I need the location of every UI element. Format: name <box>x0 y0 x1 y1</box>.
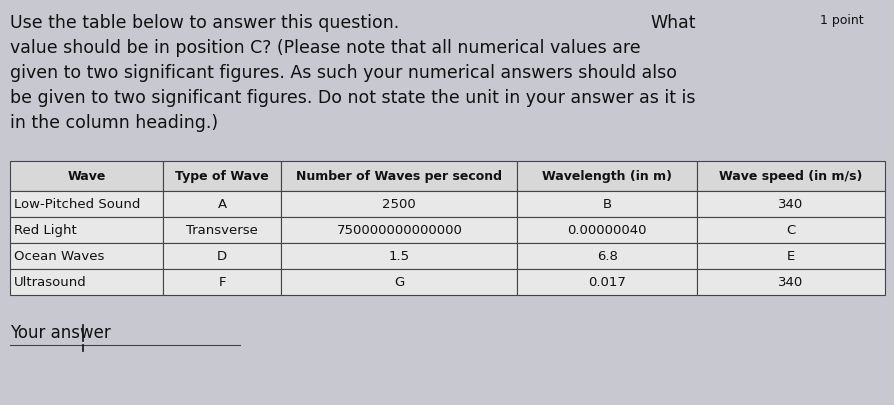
Text: Ocean Waves: Ocean Waves <box>14 250 105 263</box>
Text: D: D <box>217 250 227 263</box>
Bar <box>281 269 517 295</box>
Text: Ultrasound: Ultrasound <box>14 276 87 289</box>
Text: Wave speed (in m/s): Wave speed (in m/s) <box>719 170 862 183</box>
Text: in the column heading.): in the column heading.) <box>10 114 218 132</box>
Text: Low-Pitched Sound: Low-Pitched Sound <box>14 198 140 211</box>
Bar <box>517 269 696 295</box>
Bar <box>10 162 163 192</box>
Bar <box>696 217 884 243</box>
Text: 1.5: 1.5 <box>388 250 409 263</box>
Text: 1 point: 1 point <box>819 14 863 27</box>
Text: Type of Wave: Type of Wave <box>175 170 269 183</box>
Bar <box>163 192 281 217</box>
Text: E: E <box>786 250 794 263</box>
Text: 340: 340 <box>778 276 803 289</box>
Text: Use the table below to answer this question.: Use the table below to answer this quest… <box>10 14 399 32</box>
Bar <box>696 243 884 269</box>
Text: 340: 340 <box>778 198 803 211</box>
Text: Wavelength (in m): Wavelength (in m) <box>542 170 671 183</box>
Bar <box>281 162 517 192</box>
Text: Red Light: Red Light <box>14 224 77 237</box>
Bar <box>281 243 517 269</box>
Text: be given to two significant figures. Do not state the unit in your answer as it : be given to two significant figures. Do … <box>10 89 695 107</box>
Text: Transverse: Transverse <box>186 224 257 237</box>
Bar <box>163 269 281 295</box>
Bar <box>517 192 696 217</box>
Bar <box>517 162 696 192</box>
Text: C: C <box>786 224 795 237</box>
Bar <box>10 269 163 295</box>
Text: F: F <box>218 276 225 289</box>
Text: Your answer: Your answer <box>10 323 111 341</box>
Bar <box>163 243 281 269</box>
Bar <box>163 162 281 192</box>
Text: A: A <box>217 198 226 211</box>
Text: given to two significant figures. As such your numerical answers should also: given to two significant figures. As suc… <box>10 64 676 82</box>
Bar <box>696 192 884 217</box>
Bar <box>696 162 884 192</box>
Bar <box>517 217 696 243</box>
Bar <box>10 192 163 217</box>
Bar <box>10 217 163 243</box>
Text: Wave: Wave <box>67 170 105 183</box>
Text: Number of Waves per second: Number of Waves per second <box>296 170 502 183</box>
Text: 0.017: 0.017 <box>587 276 626 289</box>
Text: 2500: 2500 <box>382 198 416 211</box>
Bar <box>281 217 517 243</box>
Bar <box>163 217 281 243</box>
Text: What: What <box>649 14 695 32</box>
Bar <box>517 243 696 269</box>
Bar <box>281 192 517 217</box>
Bar <box>10 243 163 269</box>
Text: value should be in position C? (Please note that all numerical values are: value should be in position C? (Please n… <box>10 39 640 57</box>
Text: B: B <box>602 198 611 211</box>
Text: G: G <box>394 276 404 289</box>
Text: 750000000000000: 750000000000000 <box>336 224 462 237</box>
Text: 6.8: 6.8 <box>596 250 617 263</box>
Text: 0.00000040: 0.00000040 <box>567 224 646 237</box>
Bar <box>696 269 884 295</box>
